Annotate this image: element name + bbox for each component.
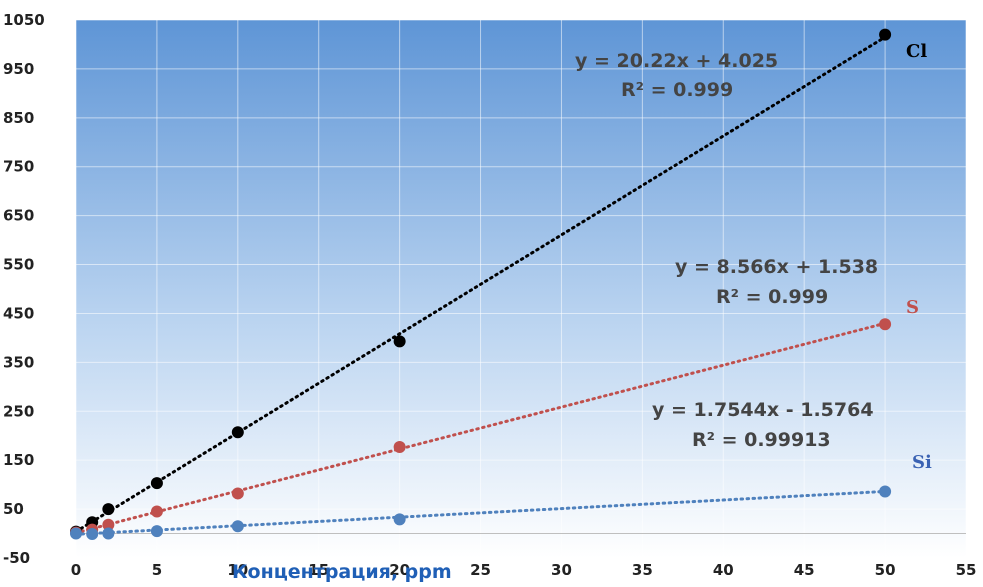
- data-point-cl: [231, 426, 244, 439]
- x-tick-label: 25: [470, 561, 491, 579]
- series-label-si: Si: [912, 452, 932, 473]
- data-point-si: [70, 527, 82, 540]
- r2-s: R² = 0.999: [716, 286, 828, 308]
- x-tick-label: 20: [389, 561, 410, 579]
- data-point-si: [231, 520, 244, 533]
- data-point-cl: [150, 477, 163, 490]
- x-tick-label: 55: [956, 561, 977, 579]
- data-point-si: [393, 513, 406, 526]
- data-point-s: [393, 440, 406, 453]
- equation-s: y = 8.566x + 1.538: [675, 256, 878, 278]
- x-tick-label: 10: [227, 561, 248, 579]
- data-point-cl: [102, 503, 115, 516]
- x-tick-label: 30: [551, 561, 572, 579]
- y-tick-label: 1050: [3, 11, 45, 29]
- tick-labels: 0 5 10 15 20 25 30 35 40 45 50 55 -50 50 150 250 350 450 5…: [3, 11, 976, 579]
- data-point-si: [150, 525, 163, 538]
- x-tick-label: 50: [875, 561, 896, 579]
- y-tick-label: 550: [3, 256, 34, 274]
- x-tick-label: 45: [794, 561, 815, 579]
- x-tick-label: 35: [632, 561, 653, 579]
- x-tick-label: 5: [152, 561, 162, 579]
- data-point-s: [231, 487, 244, 500]
- y-tick-label: 650: [3, 207, 34, 225]
- x-tick-label: 0: [71, 561, 81, 579]
- data-point-s: [150, 505, 163, 518]
- r2-si: R² = 0.99913: [692, 429, 831, 451]
- trendline-s: [74, 321, 887, 535]
- equation-si: y = 1.7544x - 1.5764: [652, 399, 874, 421]
- y-tick-label: 150: [3, 451, 34, 469]
- x-tick-label: 40: [713, 561, 734, 579]
- y-tick-label: 50: [3, 500, 24, 518]
- trendline-cl: [74, 35, 887, 534]
- y-tick-label: 850: [3, 109, 34, 127]
- data-points: [70, 28, 892, 541]
- x-axis-title: Концентрация, ppm: [232, 561, 452, 583]
- y-tick-label: 250: [3, 402, 34, 420]
- y-tick-label: 350: [3, 353, 34, 371]
- r2-cl: R² = 0.999: [621, 79, 733, 101]
- data-point-si: [102, 527, 115, 540]
- data-point-cl: [393, 335, 406, 348]
- trendlines: [74, 35, 887, 536]
- data-point-cl: [879, 28, 892, 41]
- y-tick-label: 950: [3, 60, 34, 78]
- y-tick-label: 750: [3, 158, 34, 176]
- data-point-s: [102, 518, 115, 531]
- x-tick-label: 15: [308, 561, 329, 579]
- plot-area: [76, 20, 966, 558]
- series-label-s: S: [906, 297, 919, 318]
- data-point-s: [879, 318, 892, 331]
- series-label-cl: Cl: [906, 41, 927, 62]
- grid-lines: [75, 19, 967, 559]
- equation-cl: y = 20.22x + 4.025: [575, 50, 778, 72]
- data-point-si: [879, 485, 892, 498]
- y-tick-label: -50: [3, 549, 30, 567]
- data-point-si: [86, 528, 99, 541]
- y-tick-label: 450: [3, 304, 34, 322]
